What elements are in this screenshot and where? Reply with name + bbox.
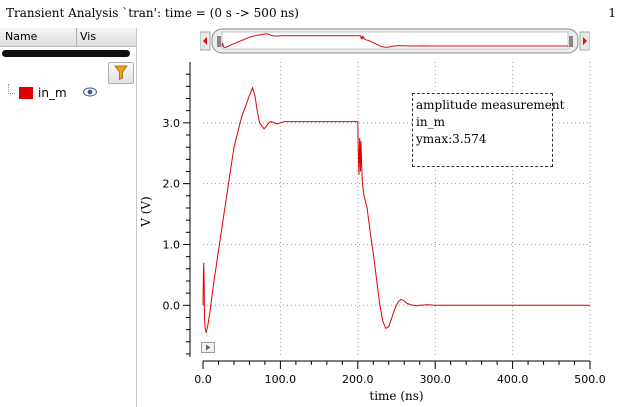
measurement-value: ymax:3.574 xyxy=(416,132,487,146)
measurement-signal: in_m xyxy=(416,115,445,129)
filter-icon xyxy=(114,65,128,81)
x-tick-label: 0.0 xyxy=(194,373,212,386)
measurement-title: amplitude measurement xyxy=(416,98,565,112)
overview-trace xyxy=(221,33,568,49)
time-overview-strip[interactable] xyxy=(200,28,590,54)
overview-right-handle[interactable] xyxy=(569,36,573,47)
y-tick-label: 1.0 xyxy=(163,238,181,251)
y-axis-ticks: 0.0 1.0 2.0 3.0 xyxy=(163,73,190,355)
column-separator[interactable] xyxy=(76,28,77,46)
column-vis-header[interactable]: Vis xyxy=(80,30,97,43)
overview-left-handle[interactable] xyxy=(217,36,221,47)
x-tick-label: 100.0 xyxy=(265,373,297,386)
analysis-title: Transient Analysis `tran': time = (0 s -… xyxy=(6,6,299,20)
x-tick-label: 300.0 xyxy=(419,373,451,386)
y-tick-label: 0.0 xyxy=(163,299,181,312)
filter-button[interactable] xyxy=(108,62,134,84)
x-axis-label: time (ns) xyxy=(369,389,423,403)
overview-window xyxy=(221,31,569,50)
x-axis-ticks: 0.0 100.0 200.0 300.0 400.0 500.0 xyxy=(194,361,606,386)
signal-table-header: Name Vis xyxy=(0,28,136,47)
tree-connector xyxy=(8,84,15,94)
y-tick-label: 3.0 xyxy=(163,117,181,130)
column-name-header[interactable]: Name xyxy=(5,30,38,43)
signal-panel: Name Vis in_m xyxy=(0,28,137,407)
y-tick-label: 2.0 xyxy=(163,178,181,191)
signal-color-swatch[interactable] xyxy=(19,87,33,99)
measurement-box[interactable]: amplitude measurement in_m ymax:3.574 xyxy=(412,93,565,167)
play-button[interactable] xyxy=(201,342,215,353)
signal-name-in-m[interactable]: in_m xyxy=(38,86,67,100)
panel-horizontal-scrollbar[interactable] xyxy=(2,50,130,57)
scroll-left-icon xyxy=(203,37,207,45)
x-tick-label: 400.0 xyxy=(497,373,529,386)
play-icon xyxy=(206,344,211,351)
page-number: 1 xyxy=(608,6,616,20)
x-tick-label: 200.0 xyxy=(342,373,374,386)
scroll-right-icon xyxy=(583,37,587,45)
x-tick-label: 500.0 xyxy=(574,373,606,386)
eye-icon[interactable] xyxy=(83,87,97,97)
y-axis-label: V (V) xyxy=(139,196,153,228)
